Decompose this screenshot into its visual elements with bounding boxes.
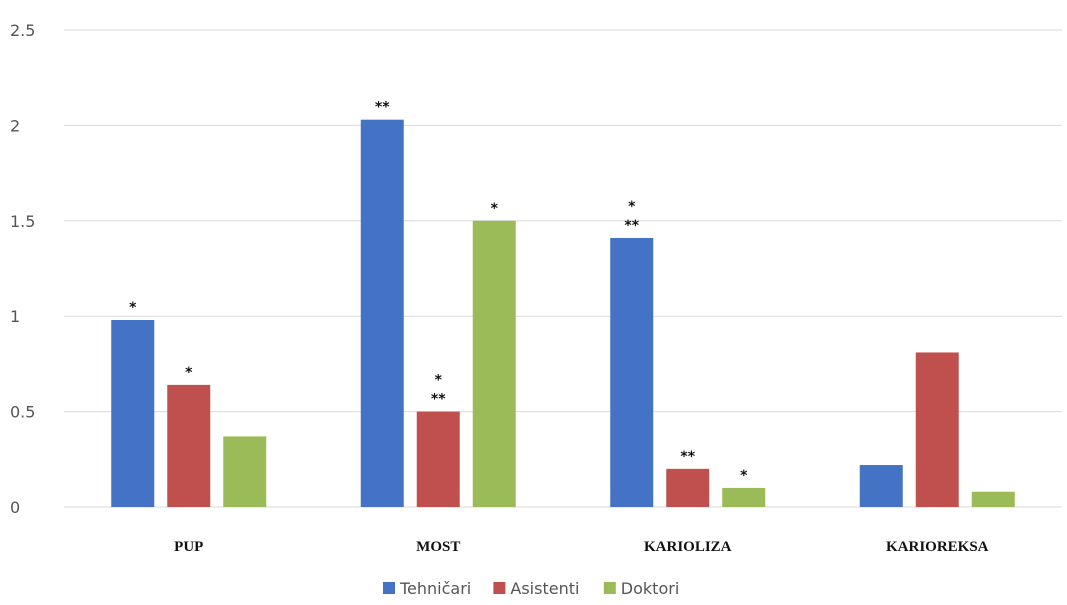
bar-karioreksa-2: [971, 491, 1015, 507]
significance-marker: *: [740, 468, 748, 484]
y-tick-label: 0.5: [10, 403, 35, 422]
significance-marker: *: [185, 365, 193, 381]
significance-marker: **: [680, 449, 695, 465]
y-tick-label: 2.5: [10, 21, 35, 40]
y-tick-label: 2: [10, 116, 20, 135]
x-category-label: KARIOREKSA: [886, 539, 989, 555]
bars: [111, 119, 1015, 508]
bar-karioreksa-1: [915, 352, 959, 507]
legend-label: Tehničari: [399, 579, 471, 598]
significance-marker: *: [491, 201, 499, 217]
bar-pup-0: [111, 320, 155, 507]
significance-marker: *: [435, 373, 443, 389]
bar-most-0: [360, 119, 404, 508]
x-axis-categories: PUP MOST KARIOLIZA KARIOREKSA: [174, 539, 989, 555]
legend-swatch: [603, 582, 616, 594]
y-axis-ticks: 0 0.5 1 1.5 2 2.5: [10, 21, 35, 517]
bar-karioliza-0: [610, 237, 654, 508]
legend-swatch: [383, 582, 395, 594]
x-category-label: MOST: [416, 539, 460, 555]
bar-karioliza-2: [722, 487, 766, 507]
x-category-label: PUP: [174, 539, 203, 555]
gridlines: [64, 29, 1062, 508]
significance-marker: *: [129, 300, 137, 316]
significance-marker: *: [628, 199, 636, 215]
significance-marker: **: [431, 392, 446, 408]
legend-label: Asistenti: [510, 579, 579, 598]
bar-pup-2: [223, 436, 267, 507]
legend-label: Doktori: [621, 579, 679, 598]
y-tick-label: 1: [10, 307, 20, 326]
significance-annotations: ******** ******: [129, 100, 748, 484]
bar-pup-1: [167, 384, 211, 507]
significance-marker: **: [375, 100, 390, 116]
legend: Tehničari Asistenti Doktori: [383, 579, 679, 598]
bar-karioliza-1: [666, 468, 710, 507]
x-category-label: KARIOLIZA: [644, 539, 732, 555]
legend-swatch: [493, 582, 506, 594]
significance-marker: **: [624, 218, 639, 234]
y-tick-label: 1.5: [10, 212, 35, 231]
y-tick-label: 0: [10, 498, 20, 517]
bar-most-1: [416, 411, 460, 507]
bar-karioreksa-0: [859, 465, 903, 507]
bar-most-2: [472, 220, 516, 508]
